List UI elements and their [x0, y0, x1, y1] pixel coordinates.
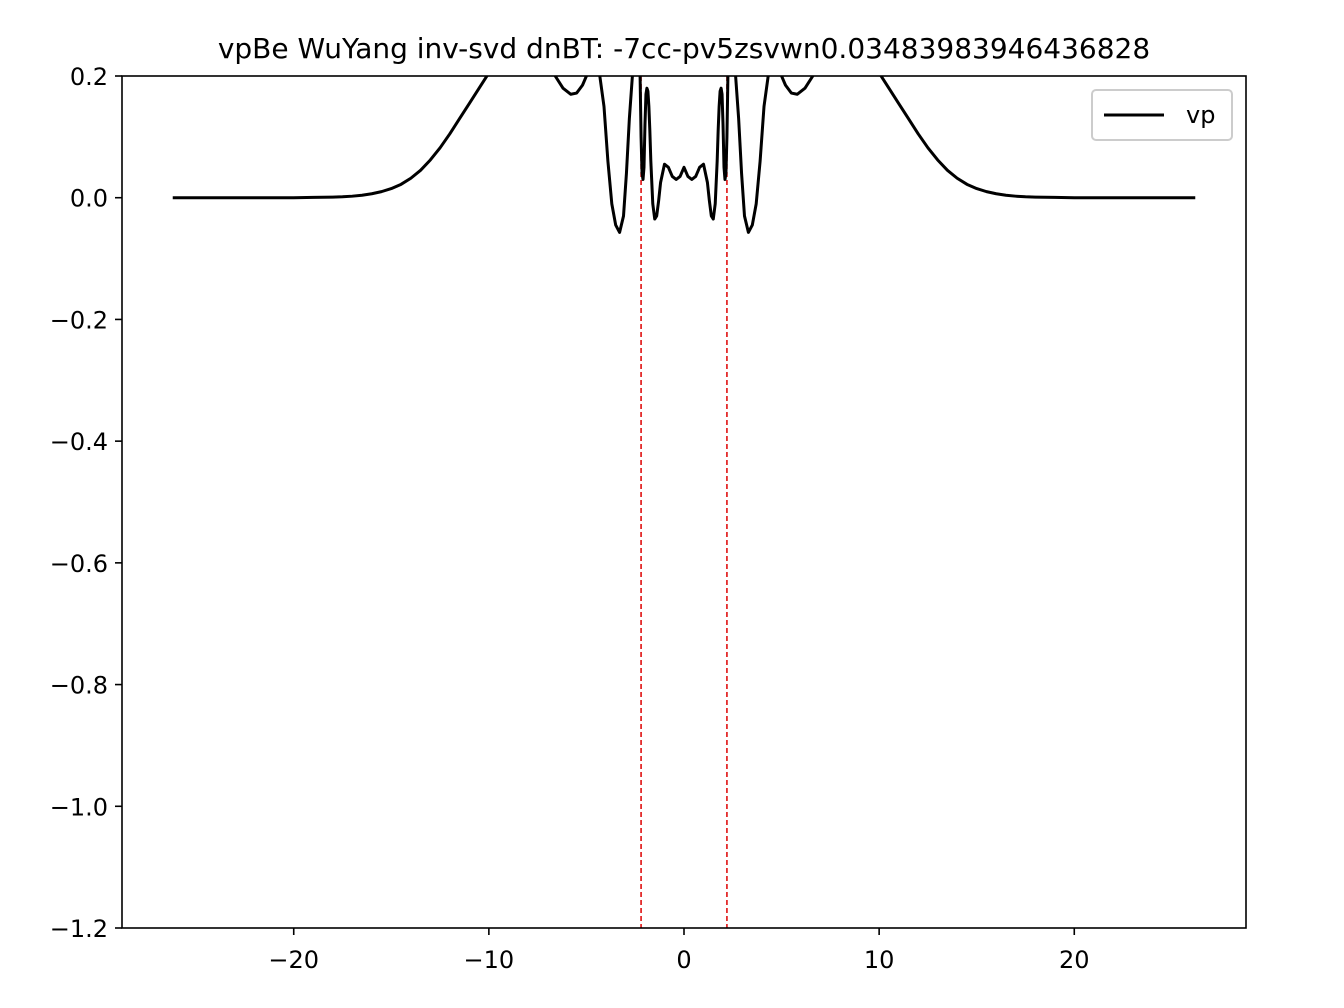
plot-frame [121, 75, 1247, 929]
y-tick-label: 0.0 [70, 185, 108, 213]
legend-label-vp: vp [1186, 101, 1215, 129]
y-tick-label: 0.2 [70, 63, 108, 91]
y-tick-label: −1.2 [50, 915, 108, 943]
x-tick-label: −10 [464, 946, 515, 974]
y-tick-label: −0.8 [50, 672, 108, 700]
y-axis: 0.2 0.0 −0.2 −0.4 −0.6 −0.8 −1.0 −1.2 [50, 63, 122, 943]
legend: vp [1091, 89, 1233, 141]
x-tick-label: 10 [864, 946, 895, 974]
x-tick-label: 20 [1059, 946, 1090, 974]
x-tick-label: 0 [676, 946, 691, 974]
series-line-vp [172, 76, 1196, 234]
vline-layer [640, 76, 728, 928]
y-tick-label: −1.0 [50, 793, 108, 821]
chart-title: vpBe WuYang inv-svd dnBT: -7cc-pv5zsvwn0… [218, 32, 1150, 65]
y-tick-label: −0.6 [50, 550, 108, 578]
y-tick-label: −0.2 [50, 306, 108, 334]
y-tick-label: −0.4 [50, 428, 108, 456]
series-layer [172, 76, 1196, 234]
x-axis: −20 −10 0 10 20 [268, 928, 1090, 974]
x-tick-label: −20 [268, 946, 319, 974]
